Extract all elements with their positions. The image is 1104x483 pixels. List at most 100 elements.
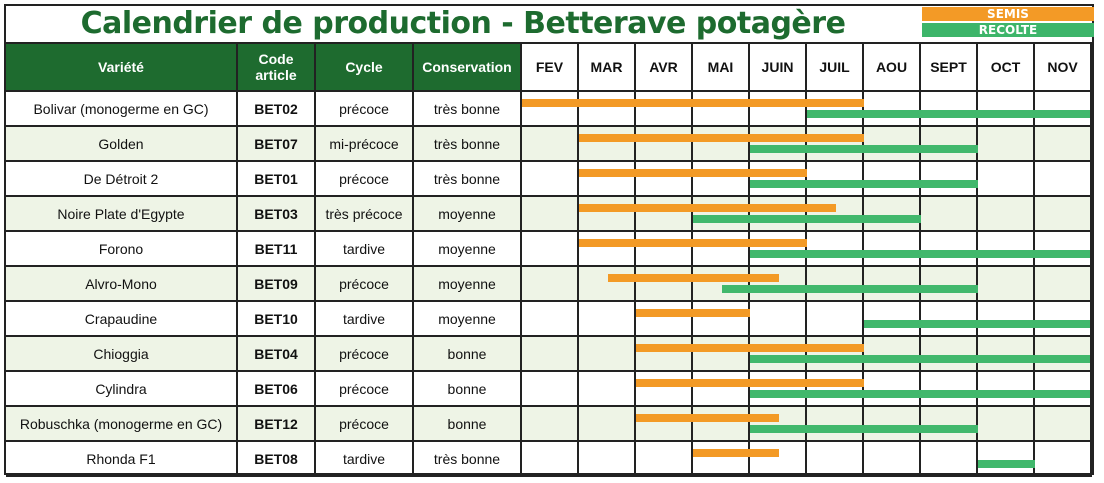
- month-cell: [522, 232, 579, 267]
- month-cell: [921, 232, 978, 267]
- month-cell: [522, 127, 579, 162]
- month-cell: [579, 302, 636, 337]
- month-cell: [579, 162, 636, 197]
- month-cell: [921, 442, 978, 477]
- month-header-juil: JUIL: [807, 44, 864, 92]
- cell-variete: Bolivar (monogerme en GC): [6, 92, 238, 127]
- cell-cycle: tardive: [316, 302, 414, 337]
- legend: SEMIS RECOLTE: [922, 7, 1094, 39]
- month-cell: [807, 197, 864, 232]
- semis-bar: [636, 379, 864, 387]
- cell-cycle: précoce: [316, 407, 414, 442]
- month-cell: [636, 127, 693, 162]
- month-cell: [978, 442, 1035, 477]
- cell-cycle: précoce: [316, 267, 414, 302]
- month-cell: [579, 442, 636, 477]
- cell-variete: Rhonda F1: [6, 442, 238, 477]
- month-cell: [636, 442, 693, 477]
- month-cell: [1035, 232, 1092, 267]
- cell-conservation: bonne: [414, 407, 522, 442]
- cell-cycle: très précoce: [316, 197, 414, 232]
- semis-bar: [522, 99, 864, 107]
- month-cell: [978, 92, 1035, 127]
- month-cell: [978, 372, 1035, 407]
- month-cell: [807, 302, 864, 337]
- month-cell: [522, 442, 579, 477]
- month-cell: [921, 302, 978, 337]
- cell-cycle: mi-précoce: [316, 127, 414, 162]
- month-cell: [864, 127, 921, 162]
- cell-variete: Golden: [6, 127, 238, 162]
- month-cell: [921, 372, 978, 407]
- month-cell: [807, 127, 864, 162]
- month-cell: [693, 92, 750, 127]
- month-cell: [522, 372, 579, 407]
- month-header-aou: AOU: [864, 44, 921, 92]
- month-cell: [864, 197, 921, 232]
- month-cell: [522, 197, 579, 232]
- cell-conservation: bonne: [414, 372, 522, 407]
- month-cell: [693, 407, 750, 442]
- month-header-mai: MAI: [693, 44, 750, 92]
- month-cell: [750, 267, 807, 302]
- month-header-sept: SEPT: [921, 44, 978, 92]
- header-code: Code article: [238, 44, 316, 92]
- month-cell: [864, 302, 921, 337]
- cell-variete: Chioggia: [6, 337, 238, 372]
- month-cell: [693, 127, 750, 162]
- semis-bar: [607, 274, 779, 282]
- month-cell: [750, 92, 807, 127]
- month-cell: [579, 127, 636, 162]
- month-cell: [522, 162, 579, 197]
- month-cell: [693, 232, 750, 267]
- semis-bar: [579, 134, 864, 142]
- cell-cycle: précoce: [316, 337, 414, 372]
- cell-conservation: très bonne: [414, 92, 522, 127]
- cell-code: BET08: [238, 442, 316, 477]
- month-cell: [636, 372, 693, 407]
- month-cell: [1035, 407, 1092, 442]
- recolte-bar: [750, 355, 1090, 363]
- month-cell: [750, 232, 807, 267]
- month-cell: [522, 92, 579, 127]
- semis-bar: [636, 414, 779, 422]
- month-cell: [693, 197, 750, 232]
- month-cell: [750, 407, 807, 442]
- cell-variete: Robuschka (monogerme en GC): [6, 407, 238, 442]
- page-title: Calendrier de production - Betterave pot…: [80, 5, 846, 41]
- cell-conservation: moyenne: [414, 302, 522, 337]
- cell-conservation: moyenne: [414, 267, 522, 302]
- month-cell: [807, 162, 864, 197]
- month-cell: [978, 302, 1035, 337]
- month-cell: [522, 337, 579, 372]
- cell-variete: Forono: [6, 232, 238, 267]
- month-cell: [693, 372, 750, 407]
- month-cell: [807, 267, 864, 302]
- semis-bar: [579, 169, 807, 177]
- month-cell: [921, 407, 978, 442]
- month-cell: [864, 92, 921, 127]
- month-cell: [636, 232, 693, 267]
- month-cell: [921, 337, 978, 372]
- cell-code: BET03: [238, 197, 316, 232]
- semis-bar: [579, 239, 807, 247]
- cell-code: BET11: [238, 232, 316, 267]
- semis-bar: [579, 204, 836, 212]
- cell-cycle: tardive: [316, 232, 414, 267]
- month-cell: [522, 267, 579, 302]
- month-cell: [693, 162, 750, 197]
- month-cell: [807, 407, 864, 442]
- cell-conservation: très bonne: [414, 442, 522, 477]
- month-cell: [1035, 197, 1092, 232]
- recolte-bar: [693, 215, 921, 223]
- month-cell: [864, 337, 921, 372]
- cell-code: BET02: [238, 92, 316, 127]
- month-cell: [807, 232, 864, 267]
- month-cell: [1035, 127, 1092, 162]
- month-cell: [636, 197, 693, 232]
- cell-conservation: moyenne: [414, 232, 522, 267]
- month-cell: [636, 407, 693, 442]
- month-cell: [579, 197, 636, 232]
- month-cell: [864, 372, 921, 407]
- month-cell: [750, 197, 807, 232]
